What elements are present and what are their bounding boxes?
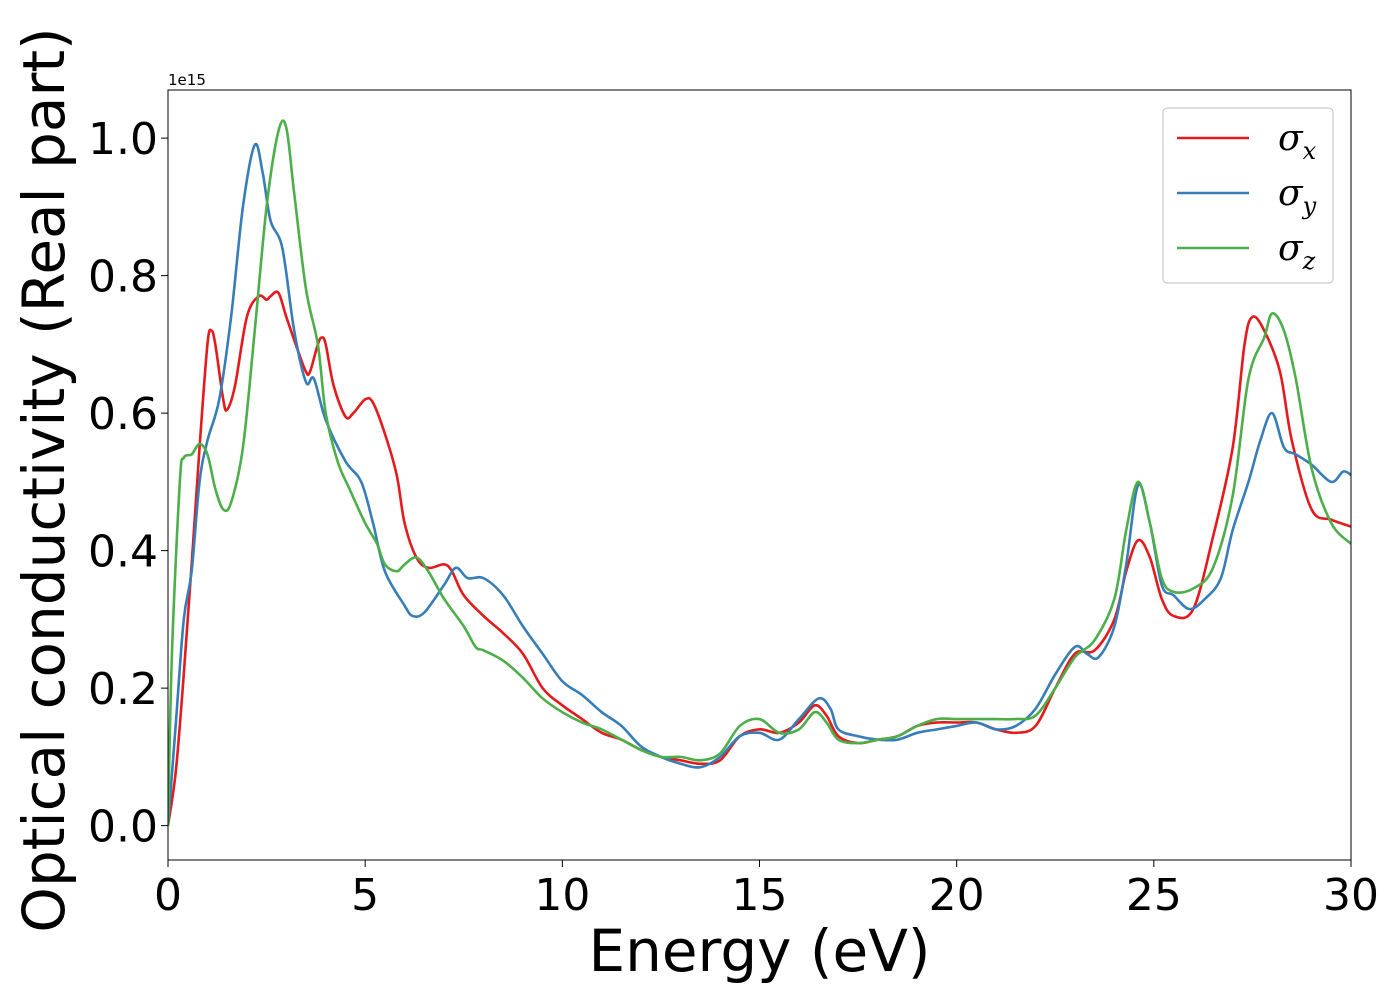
series-line-z	[168, 119, 1351, 826]
series-lines	[168, 119, 1351, 826]
x-axis: 0 5 10 15 20 25 30	[154, 860, 1379, 921]
x-tick-label: 15	[732, 870, 788, 921]
y-tick-label: 0.6	[88, 389, 158, 440]
legend: σx σy σz	[1162, 107, 1334, 284]
series-line-x	[168, 290, 1351, 826]
x-axis-title: Energy (eV)	[588, 917, 930, 985]
legend-label-z: σz	[1278, 228, 1316, 275]
legend-label-x: σx	[1278, 118, 1317, 165]
x-tick-label: 5	[351, 870, 379, 921]
x-tick-label: 10	[534, 870, 590, 921]
y-tick-label: 0.0	[88, 802, 158, 853]
y-tick-label: 0.8	[88, 252, 158, 303]
series-line-y	[168, 142, 1351, 826]
x-tick-label: 0	[154, 870, 182, 921]
legend-box	[1162, 107, 1334, 284]
x-tick-label: 25	[1126, 870, 1182, 921]
y-tick-label: 0.4	[88, 527, 158, 578]
x-tick-label: 20	[929, 870, 985, 921]
y-tick-label: 1.0	[88, 114, 158, 165]
legend-label-y: σy	[1278, 173, 1317, 220]
y-axis-title: Optical conductivity (Real part)	[10, 27, 78, 932]
y-axis: 0.0 0.2 0.4 0.6 0.8 1.0	[88, 114, 168, 853]
x-tick-label: 30	[1323, 870, 1379, 921]
y-tick-label: 0.2	[88, 664, 158, 715]
y-axis-offset-text: 1e15	[168, 71, 206, 89]
